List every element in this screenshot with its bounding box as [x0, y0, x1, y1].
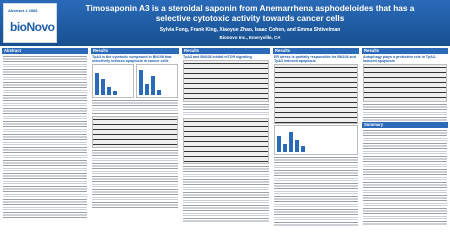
authors: Sylvia Fong, Frank King, Xiaoyue Zhao, I…	[159, 27, 341, 33]
column-heading: Abstract	[2, 48, 88, 54]
body-text	[363, 129, 447, 226]
logo: bioNovo	[10, 20, 55, 34]
caption	[92, 99, 178, 116]
column-subheading: TpA3 and BN108 inhibit mTOR signaling	[183, 55, 252, 59]
figure	[183, 118, 269, 165]
logo-box: Abstract # 2886 bioNovo	[3, 3, 57, 43]
column: Results ER stress is partially responsib…	[273, 48, 359, 227]
figure	[92, 116, 178, 149]
column-heading: Results	[273, 48, 359, 54]
abstract-number: Abstract # 2886	[8, 8, 38, 13]
column-subheading: Autophagy plays a protective role in TpA…	[363, 55, 437, 64]
header-band: Abstract # 2886 bioNovo Timosaponin A3 i…	[0, 0, 450, 46]
summary-heading: Summary	[362, 122, 448, 129]
column-subheading: ER stress is partially responsible for B…	[274, 55, 356, 64]
figure	[274, 125, 358, 156]
body-text	[183, 165, 269, 224]
column-heading: Results	[362, 48, 448, 54]
column-subheading: TpA3 is the cytotoxic compound in BN108 …	[92, 55, 172, 64]
column: Results TpA3 is the cytotoxic compound i…	[91, 48, 179, 224]
caption	[363, 103, 447, 122]
body-text	[3, 55, 87, 220]
figure	[274, 64, 358, 125]
caption	[183, 103, 269, 118]
figure	[136, 64, 178, 99]
column: Results Autophagy plays a protective rol…	[362, 48, 448, 226]
body-text	[274, 156, 358, 227]
affiliation: Bionovo Inc., Emeryville, CA	[219, 35, 281, 40]
figure	[92, 64, 134, 99]
column: Results TpA3 and BN108 inhibit mTOR sign…	[182, 48, 270, 224]
body-text	[92, 149, 178, 210]
figure	[363, 64, 447, 103]
column-heading: Results	[91, 48, 179, 54]
poster: {"header": {"abstract_number": "Abstract…	[0, 0, 450, 227]
figure	[183, 60, 269, 103]
poster-title: Timosaponin A3 is a steroidal saponin fr…	[85, 3, 415, 23]
column-heading: Results	[182, 48, 270, 54]
column: Abstract	[2, 48, 88, 224]
